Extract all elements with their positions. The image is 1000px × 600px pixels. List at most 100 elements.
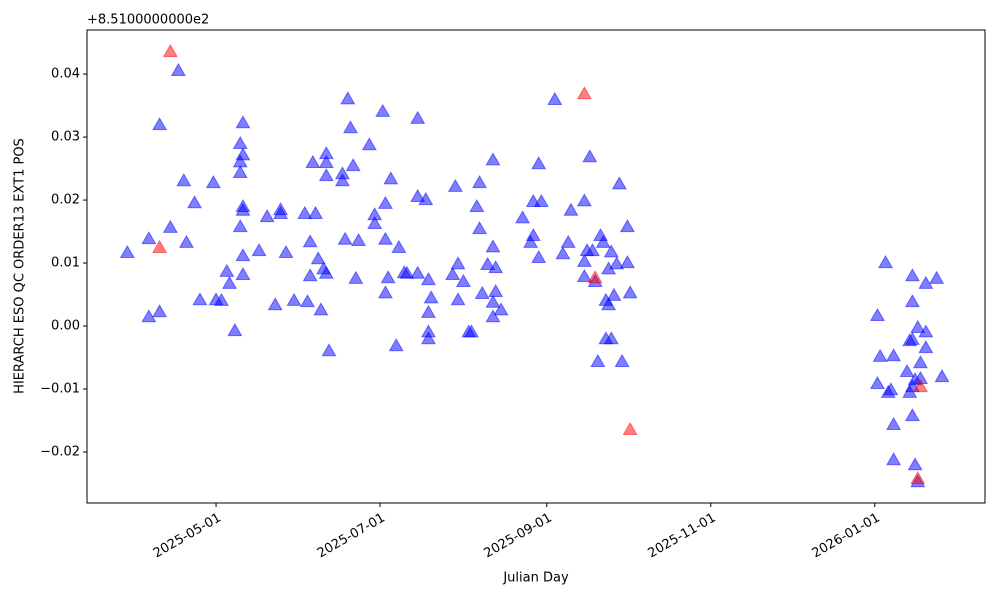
triangle-marker <box>235 202 251 216</box>
triangle-marker <box>912 355 928 369</box>
triangle-marker <box>563 202 579 216</box>
triangle-marker <box>929 270 945 284</box>
triangle-marker <box>869 375 885 390</box>
triangle-marker <box>367 215 383 230</box>
triangle-marker <box>469 198 485 213</box>
triangle-marker <box>420 304 436 318</box>
triangle-marker <box>611 176 627 190</box>
triangle-marker <box>420 331 436 345</box>
triangle-marker <box>533 193 549 207</box>
triangle-marker <box>423 290 439 304</box>
triangle-marker <box>531 156 547 170</box>
triangle-marker <box>302 234 318 248</box>
triangle-marker <box>576 193 592 207</box>
triangle-marker <box>235 115 251 129</box>
y-axis-label: HIERARCH ESO QC ORDER13 EXT1 POS <box>13 138 28 394</box>
triangle-marker <box>904 408 920 422</box>
y-tick-label: −0.01 <box>40 382 80 397</box>
y-tick-label: 0.03 <box>51 130 80 145</box>
triangle-marker <box>232 164 248 179</box>
triangle-marker <box>152 117 168 131</box>
triangle-marker <box>391 239 407 253</box>
triangle-marker <box>286 292 302 306</box>
triangle-marker <box>259 209 275 223</box>
triangle-marker <box>334 173 350 187</box>
triangle-marker <box>485 239 501 253</box>
y-tick-label: 0.02 <box>51 193 80 208</box>
triangle-marker <box>576 253 592 267</box>
triangle-marker <box>455 273 471 287</box>
triangle-marker <box>235 147 251 161</box>
triangle-marker <box>609 256 625 270</box>
triangle-marker <box>485 152 501 166</box>
triangle-marker <box>872 348 888 362</box>
triangle-marker <box>878 255 894 269</box>
triangle-marker <box>162 44 178 58</box>
triangle-marker <box>584 243 600 257</box>
triangle-marker <box>480 256 496 270</box>
triangle-marker <box>235 248 251 262</box>
triangle-marker <box>450 256 466 270</box>
triangle-marker <box>170 62 186 76</box>
triangle-marker <box>488 284 504 298</box>
triangle-marker <box>176 173 192 187</box>
triangle-marker <box>235 267 251 281</box>
triangle-marker <box>606 287 622 301</box>
triangle-marker <box>418 192 434 206</box>
triangle-marker <box>232 135 248 150</box>
triangle-marker <box>340 91 356 105</box>
triangle-marker <box>910 471 926 485</box>
triangle-marker <box>410 265 426 279</box>
y-tick-label: 0.00 <box>51 319 80 334</box>
triangle-marker <box>221 275 238 289</box>
triangle-marker <box>619 219 635 233</box>
triangle-marker <box>463 324 479 338</box>
y-tick-label: −0.02 <box>40 444 80 459</box>
triangle-marker <box>904 268 920 282</box>
triangle-marker <box>141 309 157 323</box>
triangle-marker <box>383 171 399 185</box>
triangle-marker <box>493 302 509 316</box>
triangle-marker <box>399 265 415 279</box>
triangle-marker <box>388 338 404 352</box>
triangle-marker <box>918 340 934 354</box>
triangle-marker <box>904 294 920 308</box>
triangle-marker <box>918 275 934 289</box>
triangle-marker <box>622 421 638 435</box>
triangle-marker <box>523 234 539 248</box>
triangle-marker <box>934 369 950 383</box>
triangle-marker <box>525 227 541 242</box>
triangle-marker <box>576 86 592 100</box>
triangle-marker <box>595 234 611 248</box>
triangle-marker <box>308 205 324 219</box>
triangle-marker <box>485 309 501 323</box>
triangle-marker <box>603 244 619 258</box>
triangle-marker <box>187 195 203 209</box>
triangle-marker <box>318 154 334 168</box>
triangle-marker <box>582 149 598 163</box>
offset-text: +8.5100000000e2 <box>87 13 209 28</box>
triangle-marker <box>273 202 289 216</box>
triangle-marker <box>297 205 313 219</box>
triangle-marker <box>152 239 168 253</box>
triangle-marker <box>622 285 638 299</box>
triangle-marker <box>313 302 329 316</box>
triangle-marker <box>560 234 576 248</box>
triangle-marker <box>576 268 592 282</box>
triangle-marker <box>251 243 267 257</box>
triangle-marker <box>337 231 353 245</box>
triangle-marker <box>192 292 208 306</box>
triangle-marker <box>904 331 920 345</box>
triangle-marker <box>410 110 426 124</box>
triangle-marker <box>474 285 490 299</box>
triangle-marker <box>345 158 361 172</box>
y-tick-label: 0.01 <box>51 256 80 271</box>
triangle-marker <box>472 221 488 235</box>
triangle-marker <box>886 452 902 466</box>
triangle-marker <box>614 353 630 367</box>
triangle-marker <box>205 175 221 189</box>
triangle-marker <box>305 154 321 168</box>
triangle-marker <box>910 319 926 333</box>
triangle-marker <box>883 382 899 396</box>
